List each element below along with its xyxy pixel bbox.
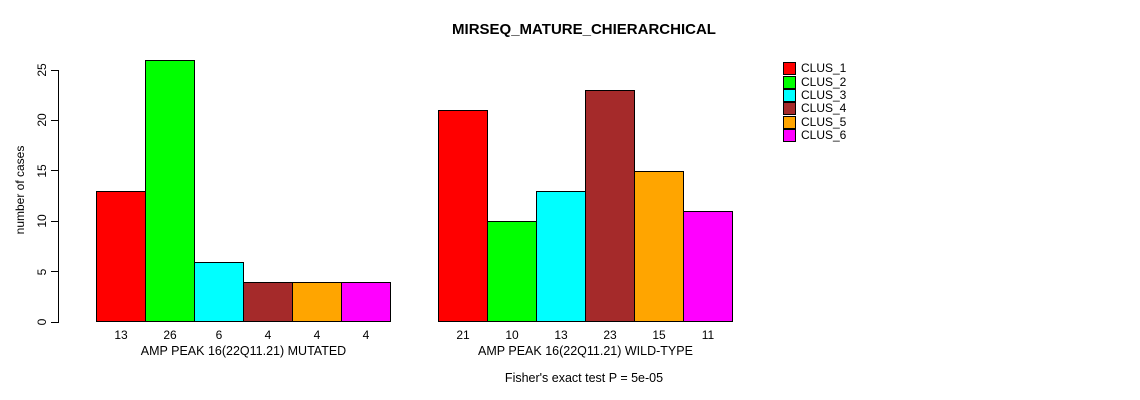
bar-clus_4-group1 <box>243 281 293 322</box>
y-tick-mark <box>51 321 58 323</box>
legend-item-clus_1: CLUS_1 <box>783 61 847 76</box>
y-tick-label: 0 <box>35 318 49 326</box>
legend-item-clus_5: CLUS_5 <box>783 114 847 129</box>
bar-clus_5-group2 <box>634 170 684 322</box>
legend-swatch-icon <box>783 102 796 116</box>
bar-value-label: 10 <box>505 328 519 342</box>
group-label-wild-type: AMP PEAK 16(22Q11.21) WILD-TYPE <box>478 344 693 358</box>
y-tick-mark <box>51 220 58 222</box>
bar-clus_3-group2 <box>536 190 586 322</box>
legend-swatch-icon <box>783 129 796 143</box>
bar-value-label: 4 <box>362 328 370 342</box>
legend-item-clus_4: CLUS_4 <box>783 101 847 116</box>
legend-swatch-icon <box>783 88 796 102</box>
bar-clus_2-group2 <box>487 221 537 322</box>
bar-clus_4-group2 <box>585 90 635 322</box>
legend-label: CLUS_2 <box>801 74 847 89</box>
y-tick-label: 15 <box>35 164 49 178</box>
legend-label: CLUS_1 <box>801 61 847 76</box>
bar-value-label: 13 <box>554 328 568 342</box>
legend-label: CLUS_4 <box>801 101 847 116</box>
bar-clus_1-group1 <box>96 190 146 322</box>
bar-value-label: 4 <box>264 328 272 342</box>
bar-value-label: 15 <box>652 328 666 342</box>
y-tick-label: 25 <box>35 63 49 77</box>
bar-value-label: 21 <box>456 328 470 342</box>
bar-clus_5-group1 <box>292 281 342 322</box>
legend-label: CLUS_3 <box>801 87 847 102</box>
bar-value-label: 6 <box>215 328 223 342</box>
bar-value-label: 26 <box>163 328 177 342</box>
y-tick-mark <box>51 271 58 273</box>
legend-item-clus_3: CLUS_3 <box>783 87 847 102</box>
y-tick-label: 20 <box>35 113 49 128</box>
legend-item-clus_6: CLUS_6 <box>783 128 847 143</box>
bar-clus_1-group2 <box>438 110 488 322</box>
y-tick-mark <box>51 170 58 172</box>
y-tick-label: 5 <box>35 268 49 275</box>
chart-footnote: Fisher's exact test P = 5e-05 <box>504 371 664 385</box>
y-axis-label: number of cases <box>13 145 27 235</box>
y-tick-label: 10 <box>35 214 49 228</box>
y-axis-line <box>58 70 59 323</box>
legend-swatch-icon <box>783 75 796 89</box>
bar-value-label: 23 <box>603 328 617 342</box>
bar-clus_6-group2 <box>683 211 733 322</box>
chart-title: MIRSEQ_MATURE_CHIERARCHICAL <box>452 21 716 38</box>
bar-clus_6-group1 <box>341 281 391 322</box>
legend-label: CLUS_5 <box>801 114 847 129</box>
group-label-mutated: AMP PEAK 16(22Q11.21) MUTATED <box>140 344 347 358</box>
bar-value-label: 11 <box>701 328 715 342</box>
bar-value-label: 13 <box>114 328 128 342</box>
bar-value-label: 4 <box>313 328 321 342</box>
y-tick-mark <box>51 69 58 71</box>
y-tick-mark <box>51 119 58 121</box>
bar-clus_3-group1 <box>194 261 244 322</box>
bar-clus_2-group1 <box>145 59 195 322</box>
legend-swatch-icon <box>783 115 796 129</box>
legend-label: CLUS_6 <box>801 128 847 143</box>
legend-item-clus_2: CLUS_2 <box>783 74 847 89</box>
legend-swatch-icon <box>783 62 796 76</box>
legend: CLUS_1 CLUS_2 CLUS_3 CLUS_4 CLUS_5 CLUS_6 <box>783 61 847 143</box>
